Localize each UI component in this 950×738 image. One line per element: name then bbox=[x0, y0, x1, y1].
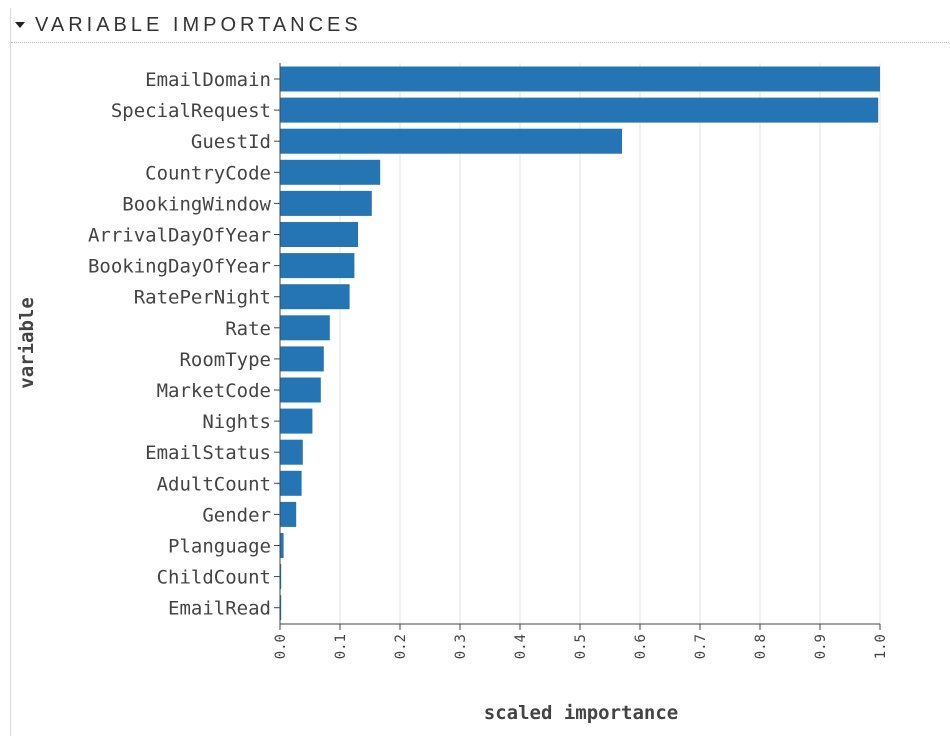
y-tick-label: BookingWindow bbox=[122, 193, 271, 215]
y-tick-label: RoomType bbox=[179, 349, 271, 371]
y-tick-label: Gender bbox=[202, 504, 271, 526]
x-tick-label: 0.3 bbox=[453, 634, 469, 659]
x-axis-title: scaled importance bbox=[484, 702, 678, 724]
bar-arrivaldayofyear[interactable] bbox=[280, 222, 358, 247]
y-axis-title: variable bbox=[16, 297, 38, 389]
x-tick-label: 1.0 bbox=[873, 634, 889, 659]
x-tick-label: 0.6 bbox=[633, 634, 649, 659]
x-tick-label: 0.8 bbox=[753, 634, 769, 659]
y-tick-label: GuestId bbox=[191, 131, 271, 153]
bar-roomtype[interactable] bbox=[280, 346, 324, 371]
bar-bookingdayofyear[interactable] bbox=[280, 253, 354, 278]
bar-bookingwindow[interactable] bbox=[280, 191, 372, 216]
y-tick-label: SpecialRequest bbox=[111, 100, 271, 122]
x-tick-label: 0.2 bbox=[393, 634, 409, 659]
bar-emailstatus[interactable] bbox=[280, 440, 303, 465]
bar-guestid[interactable] bbox=[280, 129, 622, 154]
y-tick-label: MarketCode bbox=[157, 380, 271, 402]
y-tick-label: Rate bbox=[225, 318, 271, 340]
y-tick-label: EmailDomain bbox=[145, 69, 271, 91]
x-tick-label: 0.4 bbox=[513, 634, 529, 659]
bar-gender[interactable] bbox=[280, 502, 296, 527]
bar-emaildomain[interactable] bbox=[280, 67, 880, 92]
x-tick-label: 0.9 bbox=[813, 634, 829, 659]
y-tick-label: Planguage bbox=[168, 536, 271, 558]
y-tick-label: EmailStatus bbox=[145, 442, 271, 464]
x-tick-label: 0.7 bbox=[693, 634, 709, 659]
y-tick-label: BookingDayOfYear bbox=[88, 256, 271, 278]
bar-adultcount[interactable] bbox=[280, 471, 302, 496]
y-tick-label: Nights bbox=[202, 411, 271, 433]
x-tick-label: 0.5 bbox=[573, 634, 589, 659]
bar-countrycode[interactable] bbox=[280, 160, 380, 185]
bar-ratepernight[interactable] bbox=[280, 284, 350, 309]
y-tick-label: EmailRead bbox=[168, 598, 271, 620]
bar-rate[interactable] bbox=[280, 315, 330, 340]
y-tick-label: CountryCode bbox=[145, 162, 271, 184]
y-tick-label: RatePerNight bbox=[134, 287, 271, 309]
bar-nights[interactable] bbox=[280, 409, 312, 434]
bar-planguage[interactable] bbox=[280, 533, 284, 558]
bar-specialrequest[interactable] bbox=[280, 98, 878, 123]
y-tick-label: AdultCount bbox=[157, 473, 271, 495]
x-tick-label: 0.1 bbox=[333, 634, 349, 659]
bar-marketcode[interactable] bbox=[280, 378, 321, 403]
y-tick-label: ChildCount bbox=[157, 567, 271, 589]
x-tick-label: 0.0 bbox=[273, 634, 289, 659]
y-tick-label: ArrivalDayOfYear bbox=[88, 225, 271, 247]
